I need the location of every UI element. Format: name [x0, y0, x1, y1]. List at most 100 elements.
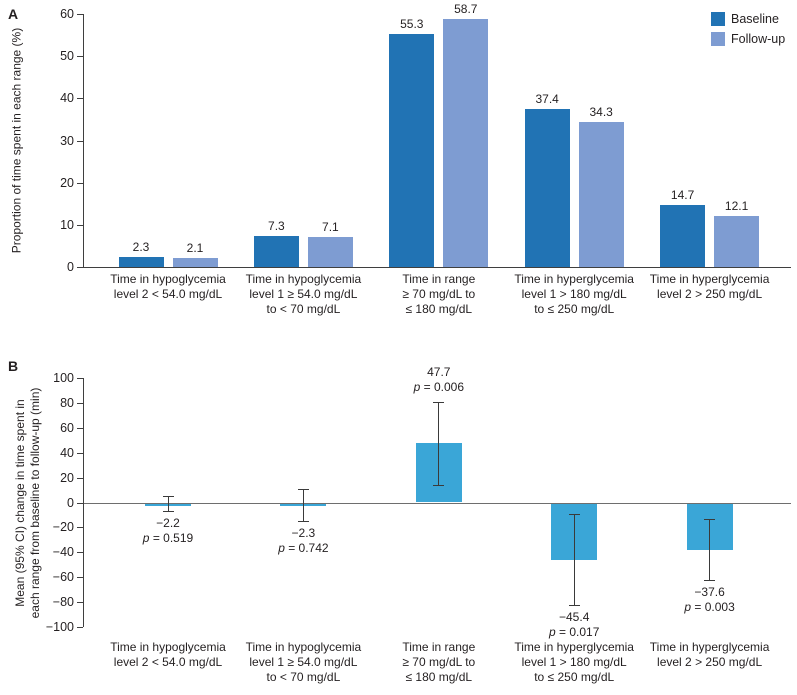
error-bar-cap-top-3 — [568, 513, 580, 515]
y-tick-label-b: −40 — [52, 545, 74, 560]
error-bar-cap-top-1 — [297, 488, 309, 490]
panel-b-letter: B — [8, 358, 19, 374]
error-bar-cap-top-0 — [162, 496, 174, 498]
category-label-b-1: Time in hypoglycemia level 1 ≥ 54.0 mg/d… — [245, 640, 362, 684]
y-tick-b — [77, 427, 83, 429]
bar-baseline-4 — [660, 205, 706, 267]
bar-baseline-1 — [253, 236, 299, 267]
bar-value-baseline-0: 2.3 — [132, 240, 150, 255]
y-tick-label-b: 100 — [53, 371, 74, 385]
change-label-2: 47.7 p = 0.006 — [389, 365, 489, 395]
bar-value-followup-1: 7.1 — [322, 220, 339, 235]
y-tick-label-b: −100 — [45, 620, 74, 634]
y-tick-label-b: −60 — [52, 570, 74, 585]
error-bar-cap-bottom-3 — [568, 604, 580, 606]
category-label-a-1: Time in hypoglycemia level 1 ≥ 54.0 mg/d… — [245, 272, 362, 316]
y-axis-line-b — [83, 378, 84, 627]
y-axis-title-b: Mean (95% CI) change in time spent in ea… — [13, 387, 42, 618]
error-bar-line-1 — [302, 488, 304, 522]
legend-swatch-baseline-icon — [711, 12, 725, 26]
bar-value-baseline-4: 14.7 — [670, 188, 695, 202]
y-tick-b — [77, 552, 83, 554]
change-label-3: −45.4 p = 0.017 — [524, 610, 624, 640]
y-tick-a — [77, 182, 83, 184]
y-tick-b — [77, 627, 83, 628]
error-bar-cap-bottom-0 — [162, 511, 174, 513]
change-label-1: −2.3 p = 0.742 — [253, 526, 353, 556]
y-tick-a — [77, 140, 83, 142]
y-tick-a — [77, 98, 83, 100]
y-tick-label-a: 20 — [60, 175, 74, 190]
bar-followup-1 — [307, 237, 353, 267]
error-bar-line-2 — [438, 401, 440, 486]
error-bar-cap-top-4 — [704, 518, 716, 520]
y-tick-label-a: 10 — [60, 217, 74, 232]
y-tick-a — [77, 56, 83, 58]
category-label-a-3: Time in hyperglycemia level 1 > 180 mg/d… — [514, 272, 634, 316]
p-value-label-0: p = 0.519 — [142, 531, 194, 546]
y-tick-label-b: −20 — [52, 520, 74, 535]
p-value-label-1: p = 0.742 — [278, 541, 329, 556]
y-tick-b — [77, 602, 83, 604]
y-tick-label-b: 80 — [60, 395, 74, 410]
y-tick-b — [77, 577, 83, 579]
y-tick-a — [77, 14, 83, 15]
legend-swatch-followup-icon — [711, 32, 725, 46]
p-value-label-4: p = 0.003 — [684, 599, 735, 614]
error-bar-cap-top-2 — [433, 401, 445, 403]
change-label-4: −37.6 p = 0.003 — [660, 585, 760, 615]
y-tick-label-a: 40 — [60, 91, 74, 106]
bar-baseline-3 — [524, 109, 570, 267]
bar-followup-2 — [443, 19, 489, 267]
category-label-b-3: Time in hyperglycemia level 1 > 180 mg/d… — [514, 640, 634, 684]
y-tick-b — [77, 527, 83, 529]
bar-followup-0 — [172, 258, 218, 267]
legend-label-followup: Follow-up — [731, 32, 786, 46]
change-value-0: −2.2 — [156, 516, 180, 531]
bar-baseline-0 — [118, 257, 164, 267]
y-tick-label-a: 60 — [60, 7, 74, 21]
panel-a-letter: A — [8, 6, 19, 22]
y-tick-label-b: −80 — [52, 595, 74, 610]
bar-value-baseline-3: 37.4 — [535, 92, 559, 107]
error-bar-cap-bottom-2 — [433, 485, 445, 487]
bar-value-followup-3: 34.3 — [589, 105, 613, 120]
legend-item-baseline: Baseline — [711, 12, 779, 26]
category-label-a-0: Time in hypoglycemia level 2 < 54.0 mg/d… — [110, 272, 226, 301]
y-tick-label-a: 50 — [60, 49, 74, 64]
y-tick-label-b: 40 — [60, 445, 74, 460]
y-tick-b — [77, 502, 83, 504]
y-tick-b — [77, 402, 83, 404]
y-tick-label-b: 20 — [60, 470, 74, 485]
p-value-label-2: p = 0.006 — [413, 379, 464, 394]
y-axis-title-a: Proportion of time spent in each range (… — [9, 27, 24, 253]
y-tick-b — [77, 477, 83, 479]
legend-item-followup: Follow-up — [711, 32, 785, 46]
y-tick-a — [77, 224, 83, 226]
error-bar-line-3 — [573, 513, 575, 605]
p-value-label-3: p = 0.017 — [548, 624, 600, 639]
change-label-0: −2.2 p = 0.519 — [118, 516, 218, 546]
bar-value-baseline-2: 55.3 — [400, 16, 424, 31]
error-bar-cap-bottom-4 — [704, 579, 716, 581]
category-label-a-2: Time in range ≥ 70 mg/dL to ≤ 180 mg/dL — [402, 272, 476, 316]
y-tick-label-b: 60 — [60, 420, 74, 435]
error-bar-cap-bottom-1 — [297, 521, 309, 523]
zero-line-b — [84, 502, 791, 504]
category-label-b-4: Time in hyperglycemia level 2 > 250 mg/d… — [649, 640, 770, 669]
legend-label-baseline: Baseline — [731, 12, 779, 26]
category-label-b-2: Time in range ≥ 70 mg/dL to ≤ 180 mg/dL — [402, 640, 476, 684]
bar-followup-3 — [578, 122, 624, 267]
y-tick-label-a: 30 — [60, 133, 74, 148]
error-bar-line-0 — [167, 496, 169, 512]
change-value-1: −2.3 — [291, 526, 316, 541]
bar-value-followup-2: 58.7 — [454, 2, 478, 17]
y-tick-b — [77, 452, 83, 454]
error-bar-line-4 — [709, 518, 711, 580]
x-axis-line-a — [83, 267, 791, 268]
bar-value-baseline-1: 7.3 — [268, 219, 285, 234]
y-tick-a — [77, 267, 83, 268]
bar-value-followup-4: 12.1 — [724, 198, 749, 213]
y-tick-label-b: 0 — [67, 495, 74, 510]
